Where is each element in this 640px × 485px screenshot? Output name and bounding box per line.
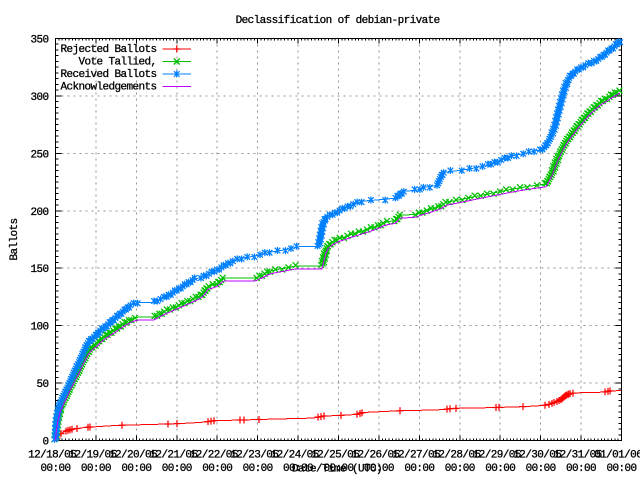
svg-text:12/24/05: 12/24/05 (271, 450, 319, 462)
svg-text:00:00: 00:00 (404, 463, 434, 475)
svg-text:01/01/06: 01/01/06 (594, 450, 640, 462)
svg-text:12/31/05: 12/31/05 (554, 450, 602, 462)
svg-text:50: 50 (36, 379, 48, 391)
svg-text:12/18/05: 12/18/05 (28, 450, 76, 462)
svg-text:Rejected Ballots: Rejected Ballots (60, 44, 156, 56)
svg-text:00:00: 00:00 (283, 463, 313, 475)
svg-text:00:00: 00:00 (81, 463, 111, 475)
svg-text:12/30/05: 12/30/05 (513, 450, 561, 462)
svg-text:Received Ballots: Received Ballots (60, 69, 156, 81)
svg-text:12/25/05: 12/25/05 (311, 450, 359, 462)
svg-text:100: 100 (30, 322, 48, 334)
svg-text:350: 350 (30, 35, 48, 47)
svg-text:0: 0 (42, 437, 48, 449)
svg-text:Declassification of debian-pri: Declassification of debian-private (236, 15, 440, 27)
svg-text:00:00: 00:00 (606, 463, 636, 475)
svg-text:00:00: 00:00 (323, 463, 353, 475)
svg-text:12/19/05: 12/19/05 (69, 450, 117, 462)
svg-text:12/28/05: 12/28/05 (432, 450, 480, 462)
svg-text:12/26/05: 12/26/05 (352, 450, 400, 462)
svg-text:00:00: 00:00 (445, 463, 475, 475)
svg-text:12/21/05: 12/21/05 (149, 450, 197, 462)
svg-text:00:00: 00:00 (202, 463, 232, 475)
svg-text:Vote Tallied,: Vote Tallied, (78, 57, 156, 69)
svg-text:00:00: 00:00 (485, 463, 515, 475)
svg-text:Acknowledgements: Acknowledgements (60, 82, 156, 94)
svg-text:300: 300 (30, 92, 48, 104)
svg-text:00:00: 00:00 (526, 463, 556, 475)
svg-text:00:00: 00:00 (566, 463, 596, 475)
svg-text:200: 200 (30, 207, 48, 219)
svg-text:Date/Time (UTC): Date/Time (UTC) (292, 464, 382, 476)
svg-text:00:00: 00:00 (121, 463, 151, 475)
svg-text:12/27/05: 12/27/05 (392, 450, 440, 462)
svg-text:12/29/05: 12/29/05 (473, 450, 521, 462)
svg-text:12/23/05: 12/23/05 (230, 450, 278, 462)
svg-text:12/20/05: 12/20/05 (109, 450, 157, 462)
svg-text:00:00: 00:00 (40, 463, 70, 475)
svg-text:00:00: 00:00 (364, 463, 394, 475)
svg-text:150: 150 (30, 264, 48, 276)
svg-text:12/22/05: 12/22/05 (190, 450, 238, 462)
svg-text:00:00: 00:00 (162, 463, 192, 475)
svg-text:Ballots: Ballots (9, 218, 21, 260)
svg-text:250: 250 (30, 149, 48, 161)
svg-text:00:00: 00:00 (243, 463, 273, 475)
